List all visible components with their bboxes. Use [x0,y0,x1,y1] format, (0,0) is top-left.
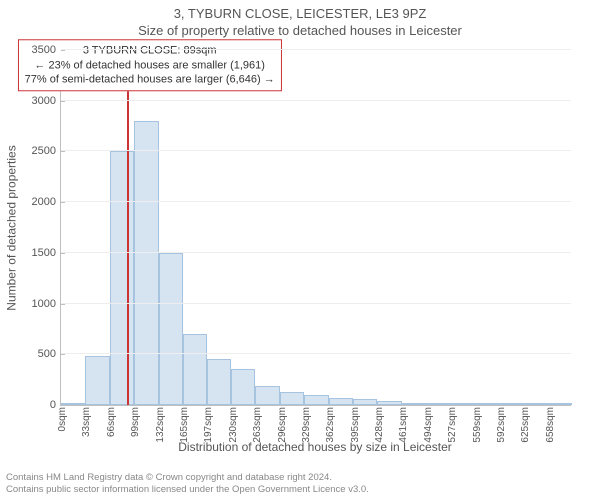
plot-area: 3 TYBURN CLOSE: 89sqm ← 23% of detached … [60,50,571,406]
histogram-bars [61,50,571,405]
histogram-bar [159,253,183,405]
footer-attribution: Contains HM Land Registry data © Crown c… [6,472,369,496]
histogram-bar [280,392,304,405]
x-tick-label: 0sqm [57,405,68,431]
histogram-bar [304,395,328,405]
property-marker-line [127,50,129,405]
y-tick-label: 3000 [32,95,61,107]
chart-container: 3, TYBURN CLOSE, LEICESTER, LE3 9PZ Size… [0,0,600,500]
x-tick-label: 395sqm [350,405,361,443]
x-axis-label: Distribution of detached houses by size … [60,440,570,454]
x-tick-label: 296sqm [277,405,288,443]
y-tick-label: 1500 [32,247,61,259]
x-tick-label: 428sqm [374,405,385,443]
callout-line-2: ← 23% of detached houses are smaller (1,… [25,58,275,73]
footer-line-1: Contains HM Land Registry data © Crown c… [6,472,369,484]
x-tick-label: 461sqm [398,405,409,443]
y-tick-label: 2500 [32,145,61,157]
x-tick-label: 66sqm [106,405,117,437]
chart-subtitle: Size of property relative to detached ho… [0,21,600,38]
gridline [61,150,571,151]
x-tick-label: 263sqm [252,405,263,443]
x-tick-label: 559sqm [472,405,483,443]
x-tick-label: 33sqm [81,405,92,437]
x-tick-label: 230sqm [228,405,239,443]
x-tick-label: 165sqm [179,405,190,443]
y-tick-label: 2000 [32,196,61,208]
x-tick-label: 625sqm [520,405,531,443]
histogram-bar [183,334,207,405]
address-title: 3, TYBURN CLOSE, LEICESTER, LE3 9PZ [0,0,600,21]
histogram-bar [134,121,158,405]
x-tick-label: 527sqm [447,405,458,443]
gridline [61,303,571,304]
histogram-bar [329,398,353,405]
footer-line-2: Contains public sector information licen… [6,484,369,496]
y-tick-label: 500 [38,348,61,360]
gridline [61,49,571,50]
x-tick-label: 329sqm [301,405,312,443]
histogram-bar [231,369,255,406]
histogram-bar [85,356,109,405]
y-tick-label: 1000 [32,298,61,310]
y-tick-label: 3500 [32,44,61,56]
x-tick-label: 362sqm [325,405,336,443]
x-tick-label: 494sqm [423,405,434,443]
gridline [61,353,571,354]
histogram-bar [110,151,134,405]
x-tick-label: 197sqm [203,405,214,443]
histogram-bar [207,359,231,405]
x-tick-label: 132sqm [155,405,166,443]
x-tick-label: 592sqm [496,405,507,443]
gridline [61,100,571,101]
callout-line-3: 77% of semi-detached houses are larger (… [25,73,275,88]
gridline [61,201,571,202]
histogram-bar [255,386,279,405]
gridline [61,252,571,253]
y-axis-label: Number of detached properties [4,50,20,405]
x-tick-label: 658sqm [545,405,556,443]
x-tick-label: 99sqm [130,405,141,437]
